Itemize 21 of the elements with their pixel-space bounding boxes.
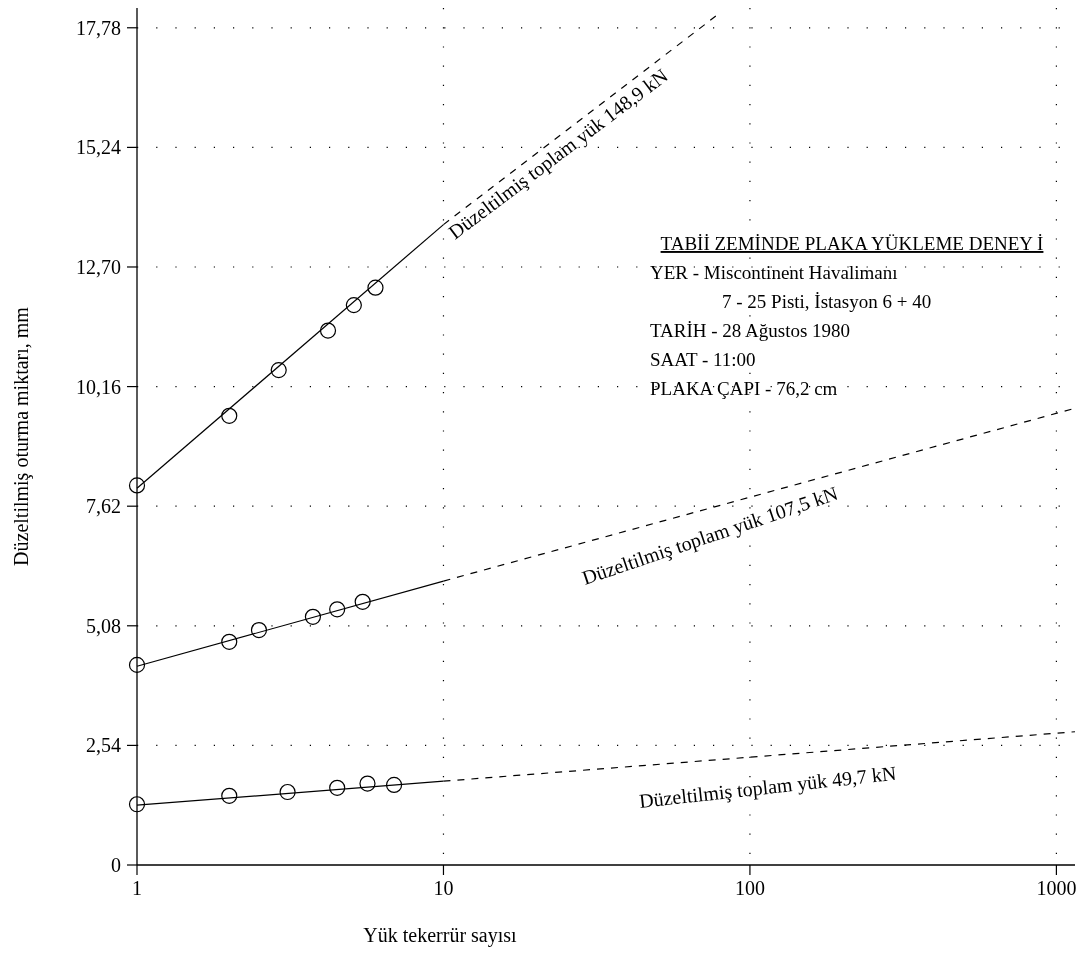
y-axis-title: Düzeltilmiş oturma miktarı, mm (10, 306, 33, 566)
x-axis-title: Yük tekerrür sayısı (363, 924, 518, 947)
y-tick-label: 7,62 (86, 495, 121, 518)
annotation: SAAT - 11:00 (650, 349, 756, 370)
y-tick-label: 2,54 (86, 734, 121, 757)
y-tick-label: 5,08 (86, 614, 121, 637)
y-tick-label: 0 (111, 854, 121, 876)
y-tick-label: 17,78 (76, 16, 121, 39)
x-tick-label: 1 (132, 877, 142, 899)
annotation: Düzeltilmiş toplam yük 49,7 kN (638, 761, 898, 813)
x-tick-label: 1000 (1036, 877, 1077, 899)
y-tick-label: 12,70 (76, 255, 121, 278)
annotation: TARİH - 28 Ağustos 1980 (650, 320, 851, 341)
annotation: 7 - 25 Pisti, İstasyon 6 + 40 (722, 291, 932, 312)
y-tick-label: 10,16 (76, 375, 121, 398)
annotation: YER - Miscontinent Havalimanı (650, 262, 898, 283)
x-tick-label: 10 (433, 877, 454, 899)
x-tick-label: 100 (734, 877, 765, 899)
annotation: PLAKA ÇAPI - 76,2 cm (650, 378, 838, 399)
annotation: TABİİ ZEMİNDE PLAKA YÜKLEME DENEY İ (660, 233, 1044, 254)
y-tick-label: 15,24 (76, 136, 121, 159)
